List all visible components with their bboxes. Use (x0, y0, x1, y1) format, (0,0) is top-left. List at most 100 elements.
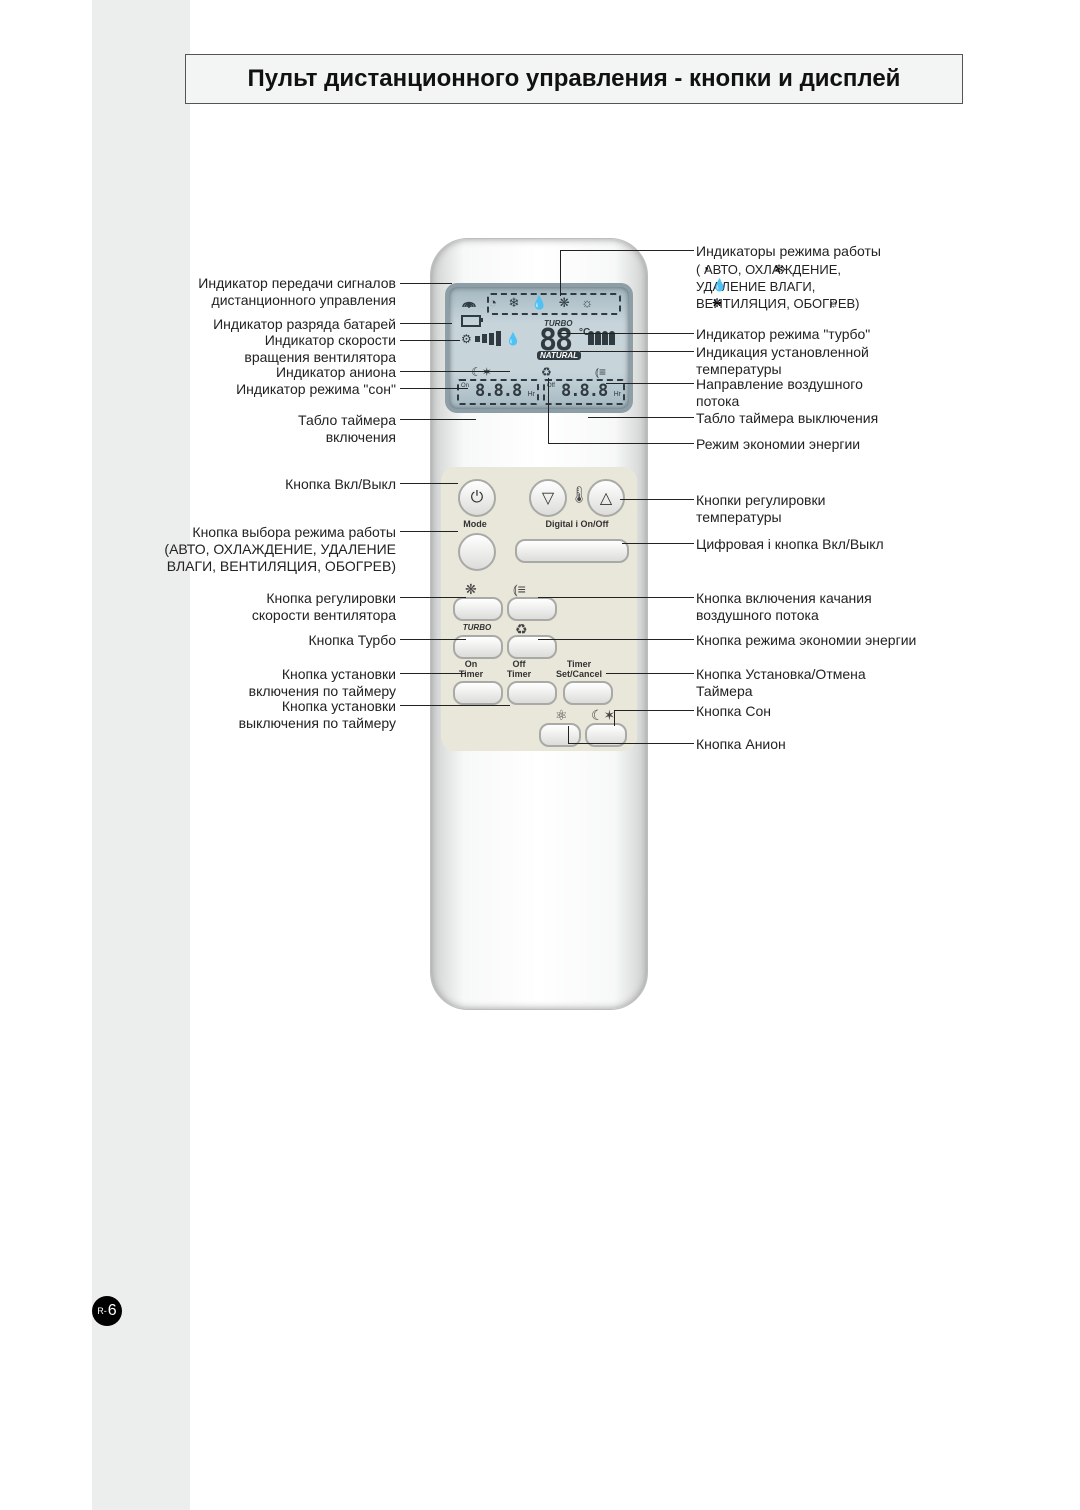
lead-r1v (560, 250, 561, 296)
callout-r11: Кнопка Установка/Отмена Таймера (696, 666, 996, 700)
callout-l9: Кнопка регулировки скорости вентилятора (138, 590, 396, 624)
page-number: 6 (108, 1302, 117, 1320)
lead-r6v (548, 378, 549, 443)
lead-r13 (568, 743, 694, 744)
page-number-badge: R-6 (92, 1296, 122, 1326)
mode-label: Mode (455, 519, 495, 529)
callout-l12: Кнопка установки выключения по таймеру (138, 698, 396, 732)
digital-label: Digital i On/Off (527, 519, 627, 529)
natural-label: NATURAL (537, 351, 581, 360)
callout-l3: Индикатор скорости вращения вентилятора (138, 332, 396, 366)
fan-icon: ❋ (465, 581, 477, 598)
callout-r5: Табло таймера выключения (696, 410, 996, 427)
margin-column (92, 0, 190, 1510)
lead-l8 (400, 531, 458, 532)
on-timer-label: On Timer (451, 659, 491, 679)
lcd-display: ◔ ❄ 💧 ❋ ☼ ⚙ 💧 TURBO 88 °C NATURAL ☾✶ ♻ ⦅… (445, 283, 633, 413)
timer-set-cancel-button[interactable] (563, 681, 613, 705)
callout-r6: Режим экономии энергии (696, 436, 996, 453)
callout-l10: Кнопка Турбо (138, 632, 396, 649)
callout-l6: Табло таймера включения (138, 412, 396, 446)
lead-l2 (400, 323, 452, 324)
swing-button[interactable] (507, 597, 557, 621)
callout-r1b: ( АВТО, ОХЛАЖДЕНИЕ, (696, 261, 1016, 278)
temp-down-button[interactable]: ▽ (529, 479, 567, 517)
battery-icon (461, 315, 481, 327)
page-prefix: R- (97, 1306, 107, 1316)
callout-r9: Кнопка включения качания воздушного пото… (696, 590, 996, 624)
lead-r5 (588, 417, 694, 418)
signal-icon (461, 295, 477, 312)
mode-button[interactable] (458, 533, 496, 571)
lead-l4 (400, 371, 510, 372)
lead-r4 (606, 383, 694, 384)
auto-icon: ◔ (702, 262, 709, 276)
off-timer-value: 8.8.8 (561, 381, 607, 401)
lead-r11 (606, 673, 694, 674)
remote-body: ◔ ❄ 💧 ❋ ☼ ⚙ 💧 TURBO 88 °C NATURAL ☾✶ ♻ ⦅… (430, 238, 648, 1010)
mode-icons: ◔ ❄ 💧 ❋ ☼ (489, 295, 597, 311)
lead-l3 (400, 340, 460, 341)
callout-r8: Цифровая i кнопка Вкл/Выкл (696, 536, 996, 553)
lead-r8 (622, 543, 694, 544)
callout-l7: Кнопка Вкл/Выкл (138, 476, 396, 493)
callout-l1: Индикатор передачи сигналов дистанционно… (138, 275, 396, 309)
lead-l10 (400, 639, 466, 640)
lead-l11 (400, 673, 466, 674)
heat-icon: ☼ (828, 296, 839, 310)
lead-l1 (400, 283, 452, 284)
dry-icon: 💧 (712, 278, 727, 292)
swing-icon: ⦅≡ (595, 365, 606, 380)
callout-l8: Кнопка выбора режима работы (АВТО, ОХЛАЖ… (138, 524, 396, 575)
anion-icon: ⚛ (555, 707, 568, 724)
digital-onoff-button[interactable] (515, 539, 629, 563)
lead-r9 (538, 597, 694, 598)
lead-l12 (400, 705, 510, 706)
callout-r7: Кнопки регулировки температуры (696, 492, 996, 526)
callout-l2: Индикатор разряда батарей (138, 316, 396, 333)
callout-r10: Кнопка режима экономии энергии (696, 632, 1016, 649)
fan-speed-icon: ⚙ 💧 (461, 331, 521, 346)
on-timer-value: 8.8.8 (475, 381, 521, 401)
fan-mode-icon: ❋ (712, 296, 722, 310)
lead-l9 (400, 597, 466, 598)
lead-l5 (400, 388, 468, 389)
lead-r12 (614, 710, 694, 711)
lead-r13v (568, 726, 569, 743)
lead-r2 (558, 333, 694, 334)
snowflake-icon: ❄ (774, 262, 784, 276)
lead-r10 (538, 639, 694, 640)
lead-l7 (400, 483, 458, 484)
lead-r3 (580, 351, 694, 352)
lead-l6 (400, 419, 476, 420)
temp-up-button[interactable]: △ (587, 479, 625, 517)
callout-r1c: УДАЛЕНИЕ ВЛАГИ, (696, 278, 1016, 295)
callout-r4: Направление воздушного потока (696, 376, 996, 410)
callout-r12: Кнопка Сон (696, 703, 996, 720)
page-title: Пульт дистанционного управления - кнопки… (185, 54, 963, 104)
callout-l11: Кнопка установки включения по таймеру (138, 666, 396, 700)
moon-icon: ☾✶ (591, 707, 615, 724)
fan-speed-button[interactable] (453, 597, 503, 621)
callout-l5: Индикатор режима "сон" (138, 381, 396, 398)
off-timer-button[interactable] (507, 681, 557, 705)
eco-icon: ♻ (541, 365, 552, 379)
callout-r1d: ВЕНТИЛЯЦИЯ, ОБОГРЕВ) (696, 295, 1016, 312)
louver-icon: ⦅≡ (513, 581, 526, 598)
lead-r6 (548, 443, 694, 444)
lead-r7 (620, 499, 694, 500)
button-panel: ⏻ ▽ 🌡 △ Mode Digital i On/Off ❋ ⦅≡ TURBO… (441, 467, 637, 751)
callout-r1: Индикаторы режима работы (696, 243, 996, 260)
callout-r2: Индикатор режима "турбо" (696, 326, 996, 343)
callout-l4: Индикатор аниона (138, 364, 396, 381)
turbo-btn-label: TURBO (457, 623, 497, 632)
sleep-icon: ☾✶ (471, 365, 492, 379)
callout-r13: Кнопка Анион (696, 736, 996, 753)
on-timer-button[interactable] (453, 681, 503, 705)
lead-r12v (614, 710, 615, 726)
on-timer-box: On 8.8.8 Hr (457, 379, 539, 405)
power-button[interactable]: ⏻ (458, 479, 496, 517)
lead-r1 (560, 250, 694, 251)
callout-r3: Индикация установленной температуры (696, 344, 996, 378)
off-timer-label: Off Timer (499, 659, 539, 679)
